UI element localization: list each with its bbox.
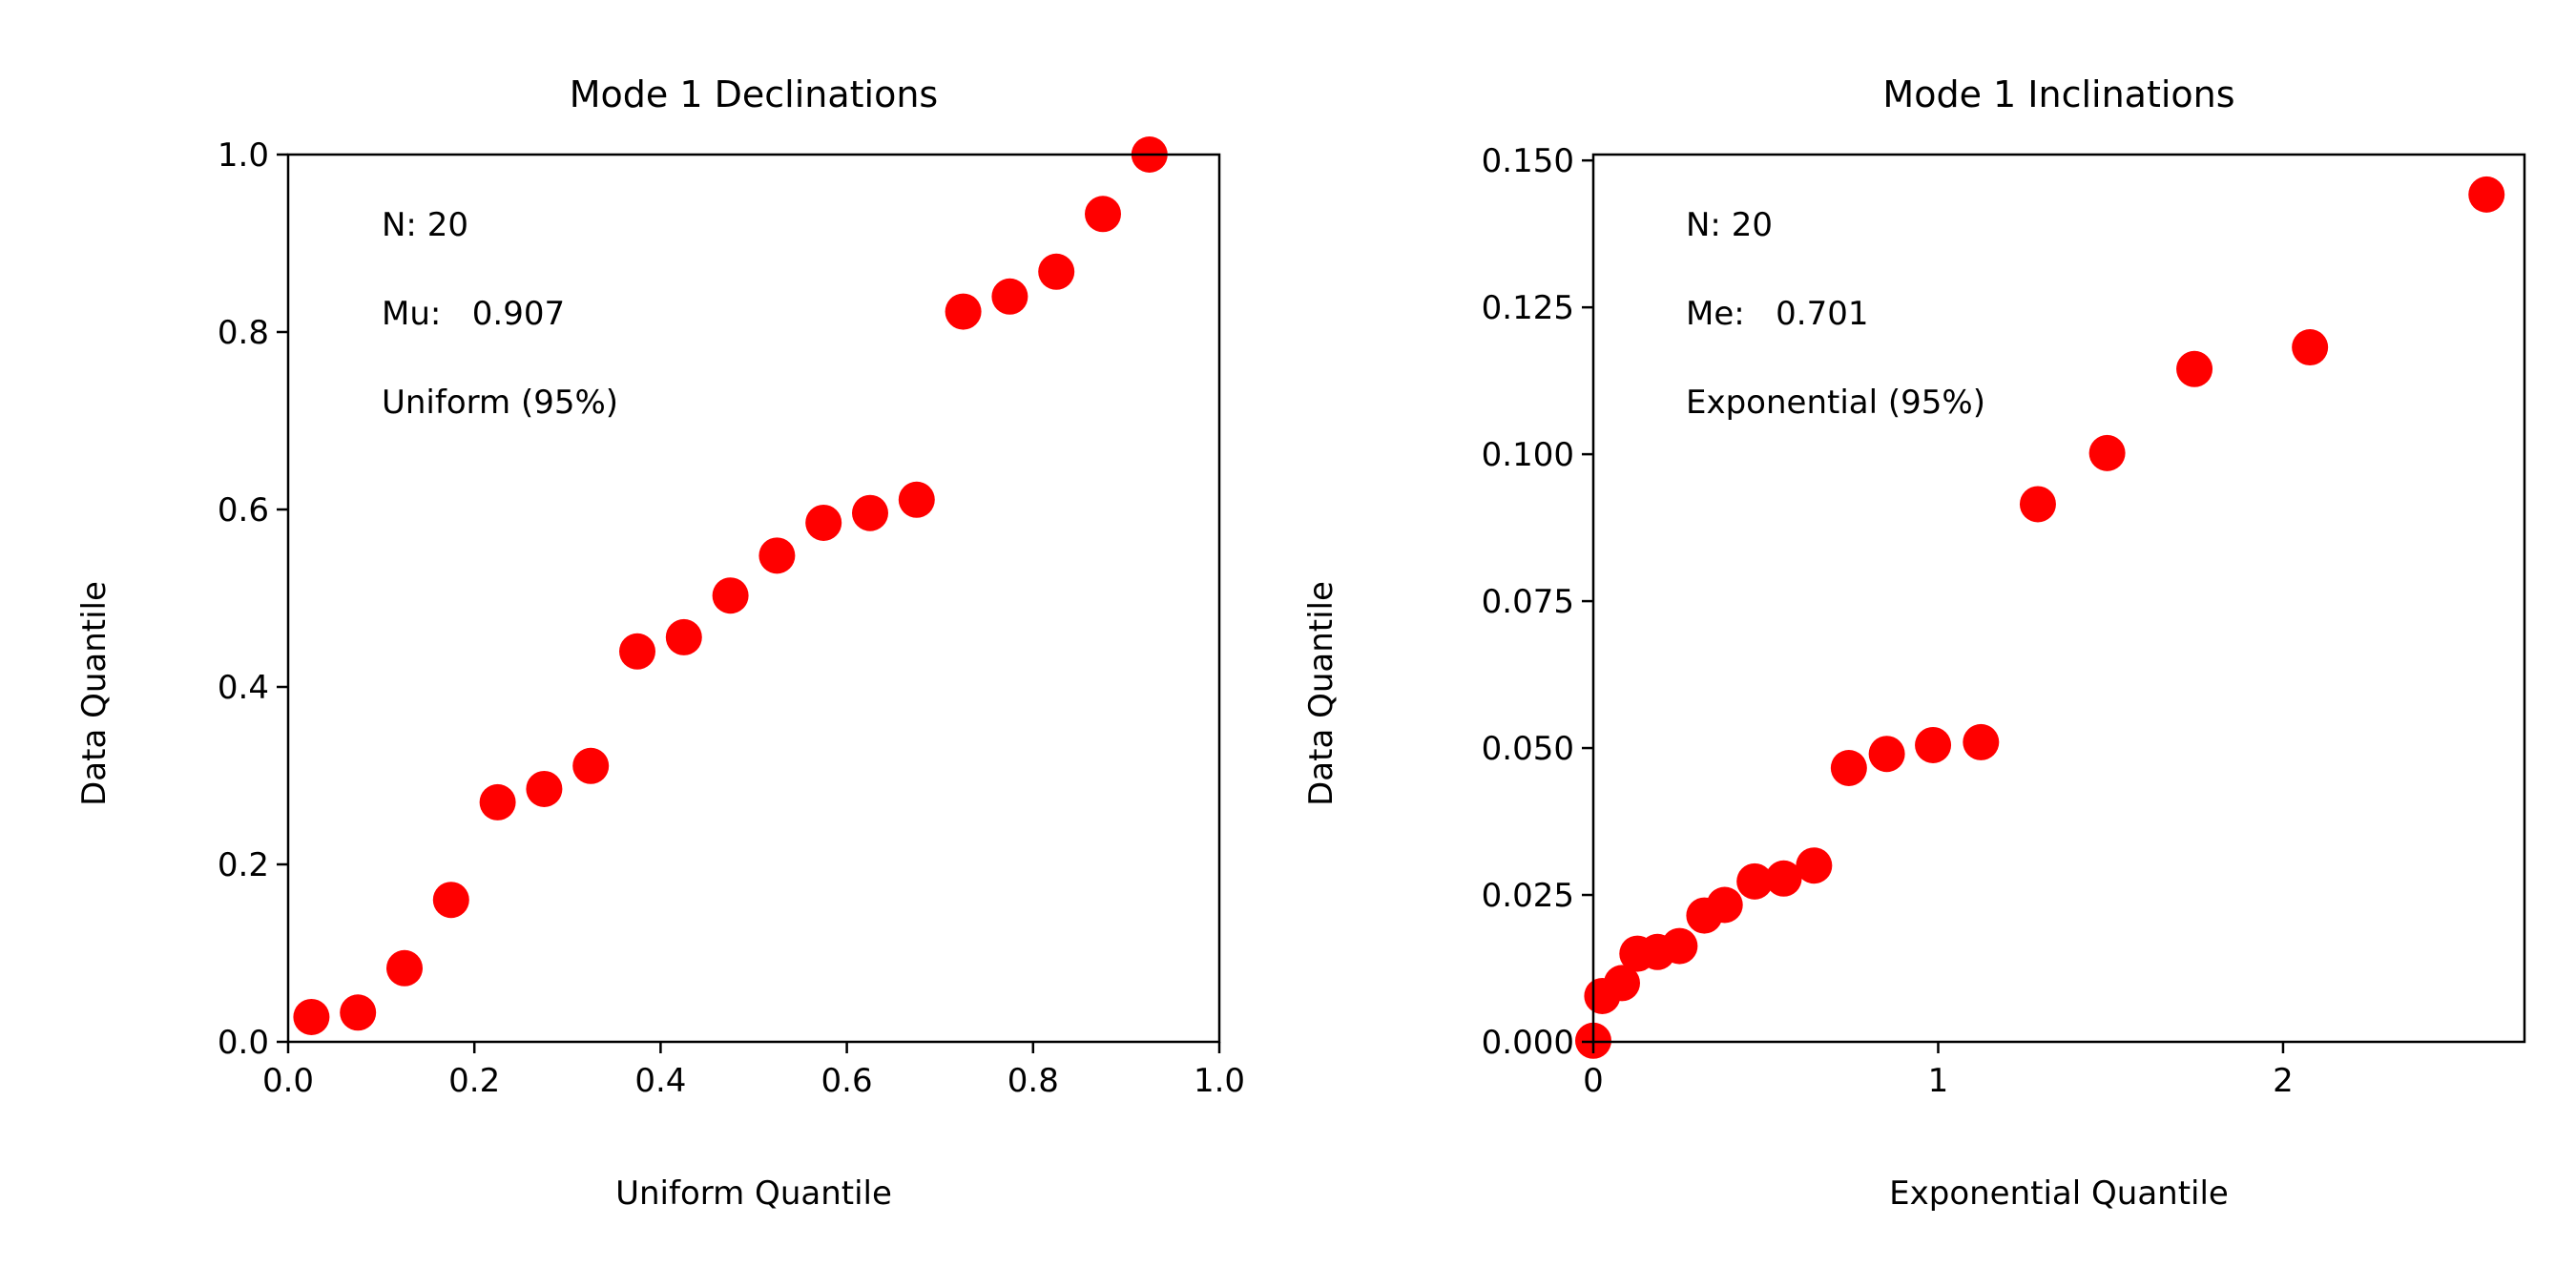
- declinations-x-tick-label: 0.0: [262, 1062, 314, 1100]
- declinations-data-point: [572, 747, 610, 784]
- declinations-annotation-dist: Uniform (95%): [382, 384, 618, 422]
- inclinations-points: [1575, 176, 2505, 1059]
- declinations-data-point: [712, 577, 749, 614]
- inclinations-data-point: [2176, 350, 2213, 387]
- declinations-data-point: [758, 537, 796, 574]
- declinations-annotation-mu: Mu: 0.907: [382, 295, 565, 333]
- inclinations-data-point: [1604, 965, 1641, 1002]
- inclinations-y-tick-label: 0.000: [1482, 1024, 1574, 1062]
- inclinations-y-tick-label: 0.050: [1482, 730, 1574, 768]
- declinations-x-tick-label: 1.0: [1194, 1062, 1245, 1100]
- inclinations-data-point: [2088, 434, 2126, 471]
- inclinations-xlabel: Exponential Quantile: [1889, 1174, 2229, 1213]
- declinations-ylabel: Data Quantile: [75, 581, 114, 806]
- declinations-data-point: [386, 949, 423, 987]
- declinations-panel: Mode 1 Declinations Uniform Quantile Dat…: [75, 73, 1245, 1213]
- declinations-data-point: [991, 278, 1028, 315]
- inclinations-data-point: [2468, 176, 2505, 213]
- declinations-data-point: [619, 633, 655, 670]
- inclinations-y-tick-label: 0.100: [1482, 436, 1574, 474]
- inclinations-panel: Mode 1 Inclinations Exponential Quantile…: [1302, 73, 2526, 1213]
- inclinations-data-point: [1661, 927, 1698, 965]
- inclinations-plot-frame: [1591, 153, 2526, 1044]
- declinations-x-tick-label: 0.6: [821, 1062, 873, 1100]
- declinations-xlabel: Uniform Quantile: [615, 1174, 892, 1213]
- inclinations-x-tick-label: 0: [1583, 1062, 1604, 1100]
- declinations-y-tick-label: 0.2: [218, 846, 269, 884]
- inclinations-x-tick-label: 2: [2273, 1062, 2294, 1100]
- declinations-x-tick-label: 0.8: [1008, 1062, 1059, 1100]
- inclinations-y-tick-label: 0.075: [1482, 583, 1574, 621]
- declinations-data-point: [805, 504, 842, 541]
- inclinations-data-point: [1963, 723, 2000, 760]
- inclinations-data-point: [1765, 860, 1802, 897]
- declinations-y-tick-label: 0.0: [218, 1024, 269, 1062]
- declinations-y-tick-label: 0.4: [218, 669, 269, 707]
- inclinations-y-tick-label: 0.125: [1482, 289, 1574, 327]
- inclinations-y-tick-label: 0.025: [1482, 877, 1574, 915]
- inclinations-data-point: [1868, 736, 1905, 773]
- declinations-y-tick-label: 0.6: [218, 491, 269, 530]
- declinations-data-point: [432, 882, 469, 919]
- inclinations-annotation-n: N: 20: [1686, 206, 1773, 244]
- inclinations-annotation-me: Me: 0.701: [1686, 295, 1868, 333]
- declinations-data-point: [665, 618, 702, 655]
- declinations-data-point: [852, 494, 888, 531]
- declinations-data-point: [479, 783, 516, 821]
- inclinations-x-tick-label: 1: [1928, 1062, 1949, 1100]
- declinations-y-tick-label: 0.8: [218, 314, 269, 352]
- declinations-title: Mode 1 Declinations: [570, 73, 938, 115]
- inclinations-data-point: [1796, 847, 1833, 884]
- inclinations-title: Mode 1 Inclinations: [1882, 73, 2234, 115]
- declinations-data-point: [898, 481, 935, 518]
- inclinations-data-point: [1706, 886, 1743, 924]
- declinations-y-tick-label: 1.0: [218, 136, 269, 175]
- declinations-annotation-n: N: 20: [382, 206, 468, 244]
- inclinations-ticks: 0 1 2 0.000 0.025 0.050 0.075 0.100 0.125 0.150: [1482, 142, 2294, 1100]
- inclinations-data-point: [1736, 862, 1774, 900]
- inclinations-data-point: [2292, 329, 2329, 366]
- declinations-x-tick-label: 0.4: [634, 1062, 686, 1100]
- inclinations-ylabel: Data Quantile: [1302, 581, 1340, 806]
- declinations-x-tick-label: 0.2: [448, 1062, 500, 1100]
- declinations-data-point: [1085, 196, 1121, 233]
- inclinations-data-point: [1915, 726, 1952, 763]
- declinations-data-point: [340, 994, 377, 1031]
- inclinations-y-tick-label: 0.150: [1482, 142, 1574, 180]
- declinations-data-point: [1038, 253, 1075, 290]
- declinations-points: [293, 136, 1168, 1035]
- declinations-ticks: 0.0 0.2 0.4 0.6 0.8 1.0 0.0 0.2 0.4 0.6 0.8 1.0: [218, 136, 1245, 1100]
- declinations-plot-frame: [286, 153, 1221, 1044]
- inclinations-data-point: [2019, 486, 2056, 523]
- declinations-data-point: [526, 770, 563, 807]
- inclinations-annotation-dist: Exponential (95%): [1686, 384, 1985, 422]
- declinations-data-point: [293, 998, 330, 1035]
- inclinations-data-point: [1830, 749, 1867, 786]
- declinations-data-point: [945, 293, 982, 330]
